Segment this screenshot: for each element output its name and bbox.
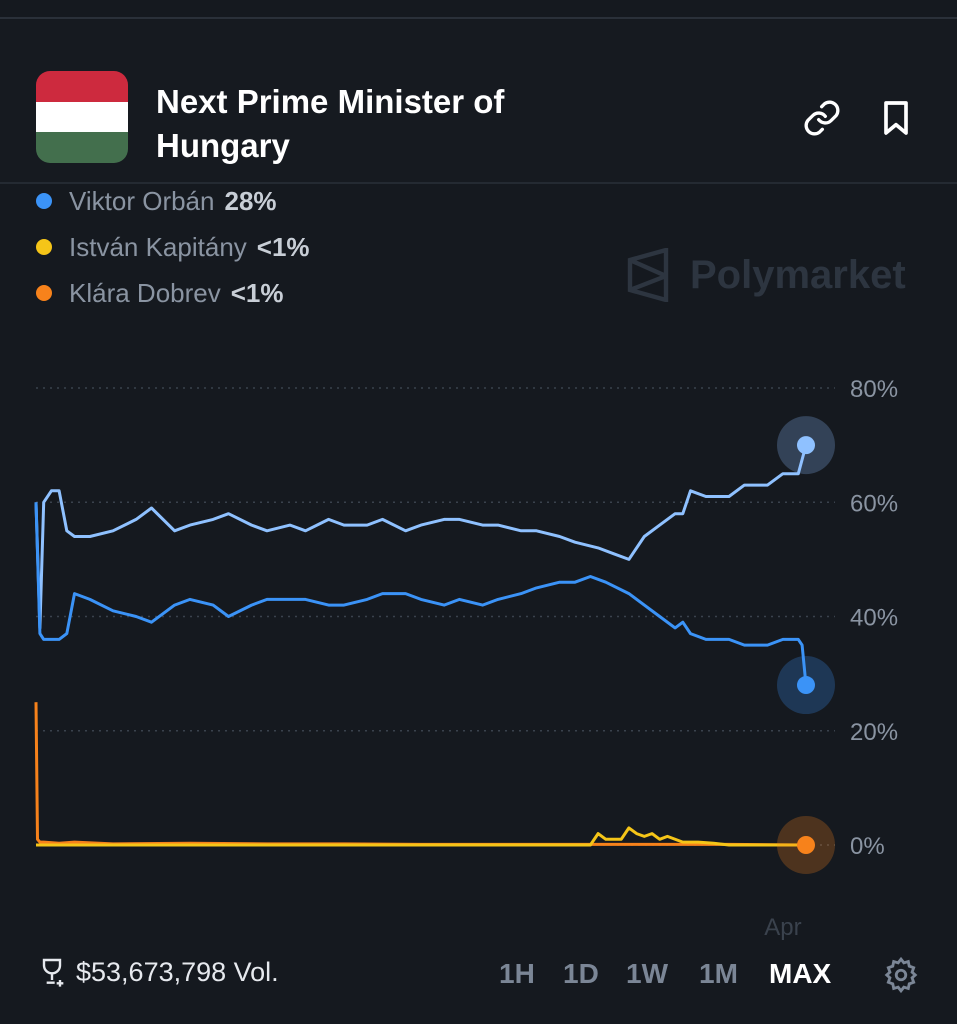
y-tick-label: 80% — [850, 376, 898, 403]
legend-name: István Kapitány — [69, 231, 247, 262]
legend-item: István Kapitány <1% — [36, 224, 310, 270]
legend-item: Klára Dobrev <1% — [36, 270, 310, 316]
hungary-flag-icon — [36, 71, 128, 163]
polymarket-watermark: Polymarket — [624, 248, 906, 302]
y-tick-label: 60% — [850, 490, 898, 517]
range-1d-button[interactable]: 1D — [563, 958, 599, 989]
polymarket-logo-icon — [627, 248, 669, 302]
price-chart[interactable]: 0% 20% 40% 60% 80% Apr — [0, 330, 957, 950]
x-tick-label: Apr — [764, 914, 801, 941]
legend-dot — [36, 193, 52, 209]
series-line — [34, 702, 807, 847]
legend-dot — [36, 239, 52, 255]
series-line — [34, 502, 808, 686]
series-line — [34, 444, 808, 630]
link-icon[interactable] — [802, 98, 842, 138]
chart-footer: $53,673,798 Vol. 1H 1D 1W 1M MAX — [0, 950, 957, 1000]
legend-name: Viktor Orbán — [69, 185, 215, 216]
endpoint-dot — [797, 676, 815, 695]
endpoint-dot — [797, 436, 815, 455]
legend-value: <1% — [256, 231, 310, 262]
legend-dot — [36, 285, 52, 301]
series-line — [36, 826, 806, 847]
volume: $53,673,798 Vol. — [36, 956, 279, 988]
legend-value: <1% — [230, 277, 284, 308]
range-1h-button[interactable]: 1H — [499, 958, 535, 989]
y-tick-label: 0% — [850, 833, 885, 860]
y-tick-label: 20% — [850, 719, 898, 746]
y-tick-label: 40% — [850, 605, 898, 632]
endpoint-dot — [797, 836, 815, 854]
trophy-icon — [42, 958, 64, 987]
settings-gear-icon[interactable] — [882, 956, 920, 994]
legend-name: Klára Dobrev — [69, 277, 221, 308]
range-max-button[interactable]: MAX — [769, 958, 832, 989]
volume-text: $53,673,798 Vol. — [76, 956, 279, 987]
legend-value: 28% — [224, 185, 277, 216]
bookmark-icon[interactable] — [876, 98, 916, 138]
top-divider — [0, 17, 957, 19]
legend-item: Viktor Orbán 28% — [36, 178, 310, 224]
market-header: Next Prime Minister of Hungary — [0, 20, 957, 184]
range-1w-button[interactable]: 1W — [626, 958, 668, 989]
range-1m-button[interactable]: 1M — [699, 958, 738, 989]
market-title: Next Prime Minister of Hungary — [156, 83, 505, 164]
chart-legend: Viktor Orbán 28% István Kapitány <1% Klára… — [36, 178, 310, 316]
watermark-text: Polymarket — [690, 252, 906, 297]
